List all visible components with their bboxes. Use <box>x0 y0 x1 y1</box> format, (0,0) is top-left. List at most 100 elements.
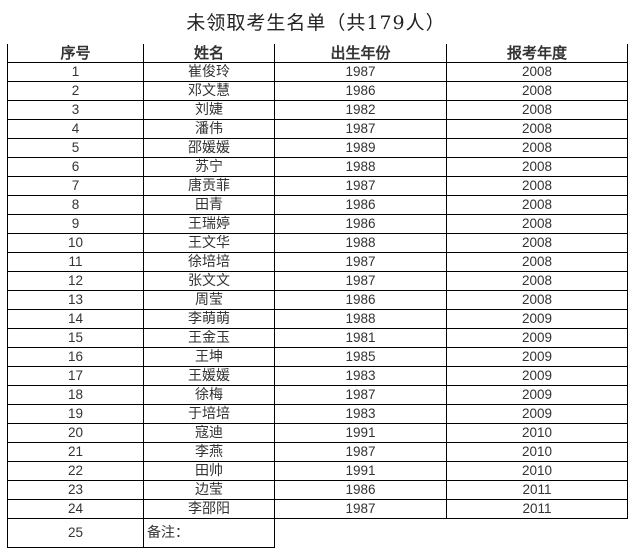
table-row: 5 邵媛媛 1989 2008 <box>7 138 628 158</box>
cell-birth-year: 1991 <box>274 461 447 481</box>
cell-birth-year: 1986 <box>274 195 447 215</box>
table-row: 23 边莹 1986 2011 <box>7 480 628 500</box>
cell-exam-year: 2008 <box>446 138 628 158</box>
table-row: 11 徐培培 1987 2008 <box>7 252 628 272</box>
cell-index: 15 <box>7 328 144 348</box>
cell-birth-year: 1988 <box>274 157 447 177</box>
table-row: 21 李燕 1987 2010 <box>7 442 628 462</box>
cell-name: 边莹 <box>143 480 275 500</box>
cell-index: 19 <box>7 404 144 424</box>
cell-name: 唐贡菲 <box>143 176 275 196</box>
cell-name: 寇迪 <box>143 423 275 443</box>
cell-index: 9 <box>7 214 144 234</box>
remark-label: 备注： <box>143 518 275 548</box>
cell-birth-year: 1987 <box>274 119 447 139</box>
cell-exam-year: 2008 <box>446 81 628 101</box>
table-row: 1 崔俊玲 1987 2008 <box>7 62 628 82</box>
cell-index: 18 <box>7 385 144 405</box>
cell-name: 张文文 <box>143 271 275 291</box>
table-row: 14 李萌萌 1988 2009 <box>7 309 628 329</box>
header-exam-year: 报考年度 <box>446 44 628 63</box>
table-row: 12 张文文 1987 2008 <box>7 271 628 291</box>
cell-name: 崔俊玲 <box>143 62 275 82</box>
cell-index: 12 <box>7 271 144 291</box>
table-row: 19 于培培 1983 2009 <box>7 404 628 424</box>
cell-name: 刘婕 <box>143 100 275 120</box>
table-row: 18 徐梅 1987 2009 <box>7 385 628 405</box>
cell-name: 王媛媛 <box>143 366 275 386</box>
cell-exam-year: 2008 <box>446 157 628 177</box>
cell-name: 苏宁 <box>143 157 275 177</box>
cell-birth-year: 1987 <box>274 499 447 519</box>
cell-index: 7 <box>7 176 144 196</box>
cell-exam-year: 2010 <box>446 423 628 443</box>
cell-exam-year: 2008 <box>446 233 628 253</box>
cell-birth-year: 1983 <box>274 366 447 386</box>
table-row: 20 寇迪 1991 2010 <box>7 423 628 443</box>
cell-birth-year: 1982 <box>274 100 447 120</box>
cell-name: 王坤 <box>143 347 275 367</box>
cell-exam-year: 2009 <box>446 385 628 405</box>
cell-index: 5 <box>7 138 144 158</box>
cell-name: 徐培培 <box>143 252 275 272</box>
empty-cell <box>274 518 447 548</box>
cell-birth-year: 1986 <box>274 81 447 101</box>
table-body: 1 崔俊玲 1987 2008 2 邓文慧 1986 2008 3 刘婕 1982 2008 4 潘伟 19… <box>7 62 628 519</box>
table-row: 8 田青 1986 2008 <box>7 195 628 215</box>
cell-birth-year: 1989 <box>274 138 447 158</box>
cell-birth-year: 1988 <box>274 309 447 329</box>
cell-name: 李邵阳 <box>143 499 275 519</box>
page-title: 未领取考生名单（共179人） <box>186 12 446 34</box>
cell-index: 8 <box>7 195 144 215</box>
cell-name: 邓文慧 <box>143 81 275 101</box>
header-index: 序号 <box>7 44 144 63</box>
table-row: 9 王瑞婷 1986 2008 <box>7 214 628 234</box>
cell-name: 邵媛媛 <box>143 138 275 158</box>
cell-exam-year: 2010 <box>446 461 628 481</box>
cell-exam-year: 2008 <box>446 252 628 272</box>
cell-index: 24 <box>7 499 144 519</box>
cell-exam-year: 2008 <box>446 195 628 215</box>
cell-exam-year: 2008 <box>446 176 628 196</box>
table-row: 3 刘婕 1982 2008 <box>7 100 628 120</box>
table-row: 4 潘伟 1987 2008 <box>7 119 628 139</box>
cell-birth-year: 1983 <box>274 404 447 424</box>
cell-index: 14 <box>7 309 144 329</box>
cell-index: 13 <box>7 290 144 310</box>
cell-name: 王瑞婷 <box>143 214 275 234</box>
table-row: 24 李邵阳 1987 2011 <box>7 499 628 519</box>
note-row: 25 备注： <box>7 518 628 548</box>
header-name: 姓名 <box>143 44 275 63</box>
cell-exam-year: 2008 <box>446 290 628 310</box>
cell-exam-year: 2009 <box>446 347 628 367</box>
cell-name: 田青 <box>143 195 275 215</box>
cell-birth-year: 1986 <box>274 290 447 310</box>
header-birth-year: 出生年份 <box>274 44 447 63</box>
cell-name: 王文华 <box>143 233 275 253</box>
cell-name: 田帅 <box>143 461 275 481</box>
cell-birth-year: 1981 <box>274 328 447 348</box>
cell-exam-year: 2008 <box>446 62 628 82</box>
cell-birth-year: 1987 <box>274 385 447 405</box>
cell-index: 23 <box>7 480 144 500</box>
cell-birth-year: 1987 <box>274 271 447 291</box>
cell-index: 3 <box>7 100 144 120</box>
table-row: 7 唐贡菲 1987 2008 <box>7 176 628 196</box>
table-row: 10 王文华 1988 2008 <box>7 233 628 253</box>
table-row: 15 王金玉 1981 2009 <box>7 328 628 348</box>
cell-index: 21 <box>7 442 144 462</box>
cell-birth-year: 1986 <box>274 214 447 234</box>
cell-birth-year: 1987 <box>274 252 447 272</box>
cell-name: 于培培 <box>143 404 275 424</box>
cell-index: 2 <box>7 81 144 101</box>
table-row: 13 周莹 1986 2008 <box>7 290 628 310</box>
table-row: 2 邓文慧 1986 2008 <box>7 81 628 101</box>
cell-exam-year: 2009 <box>446 366 628 386</box>
cell-index: 4 <box>7 119 144 139</box>
cell-index: 10 <box>7 233 144 253</box>
cell-name: 潘伟 <box>143 119 275 139</box>
candidate-table: 序号 姓名 出生年份 报考年度 1 崔俊玲 1987 2008 2 邓文慧 1986 2008… <box>7 44 628 548</box>
table-row: 22 田帅 1991 2010 <box>7 461 628 481</box>
cell-name: 徐梅 <box>143 385 275 405</box>
table-row: 6 苏宁 1988 2008 <box>7 157 628 177</box>
